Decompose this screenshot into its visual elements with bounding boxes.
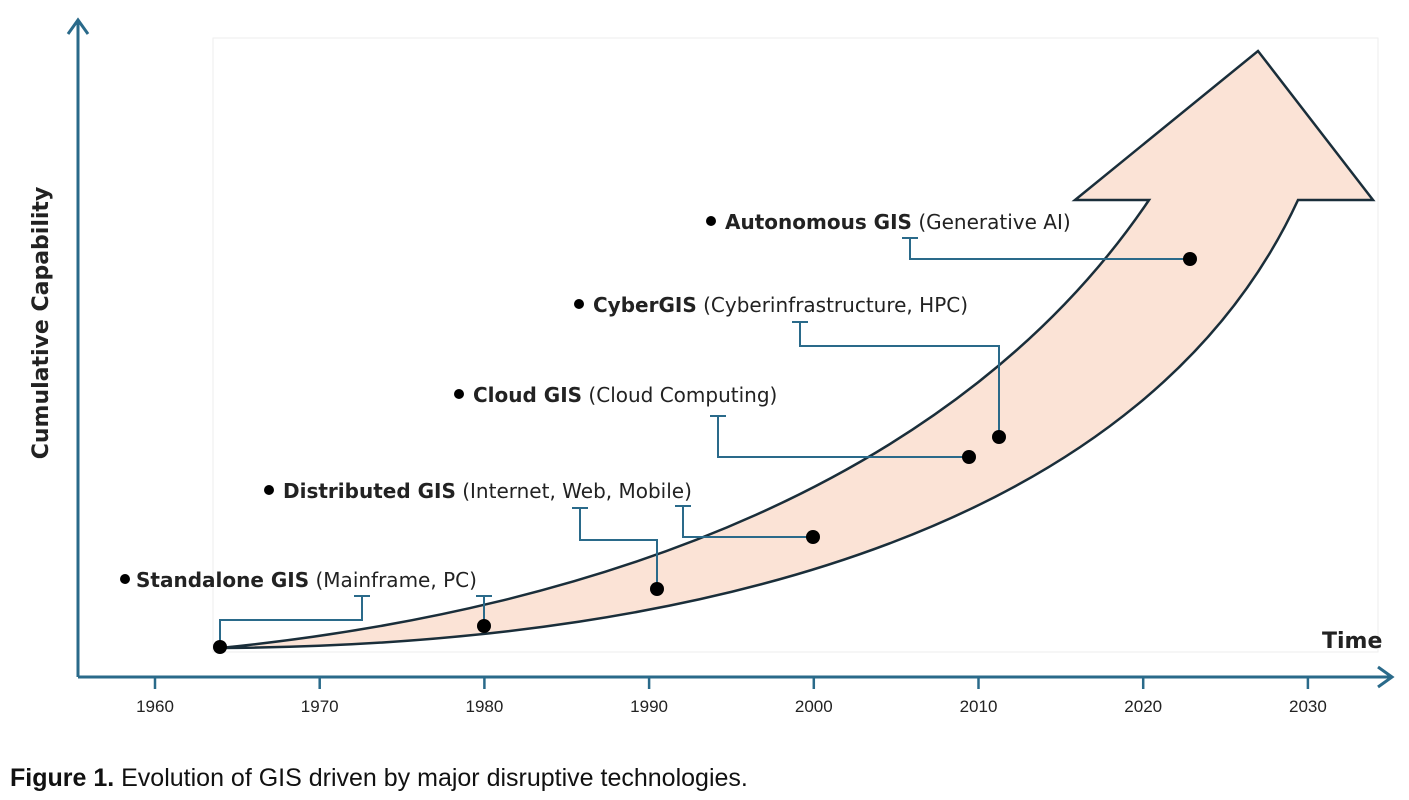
milestone-detail: (Internet, Web, Mobile) <box>462 479 692 503</box>
growth-arrow <box>219 49 1376 650</box>
plot-area <box>212 37 1379 653</box>
caption-text: Evolution of GIS driven by major disrupt… <box>114 764 748 792</box>
milestone-name: CyberGIS <box>593 293 697 317</box>
y-axis-label: Cumulative Capability <box>29 187 54 460</box>
milestone-name: Distributed GIS <box>283 479 456 503</box>
milestone-point <box>213 640 227 654</box>
svg-text:Distributed GIS (Internet, Web: Distributed GIS (Internet, Web, Mobile) <box>283 479 692 503</box>
svg-text:Autonomous GIS (Generative AI): Autonomous GIS (Generative AI) <box>725 210 1071 234</box>
bullet-icon <box>454 389 464 399</box>
milestone-point <box>806 530 820 544</box>
x-tick-label: 2010 <box>960 697 998 716</box>
x-axis-arrowhead-icon <box>1377 665 1395 689</box>
x-axis-label: Time <box>1322 629 1382 654</box>
milestone-detail: (Generative AI) <box>918 210 1070 234</box>
milestone-point <box>962 450 976 464</box>
milestone-detail: (Cyberinfrastructure, HPC) <box>703 293 968 317</box>
milestone-detail: (Mainframe, PC) <box>316 568 477 592</box>
milestone-label-distributed: Distributed GIS (Internet, Web, Mobile) <box>264 479 692 503</box>
x-tick-label: 1960 <box>136 697 174 716</box>
milestone-label-standalone: Standalone GIS (Mainframe, PC) <box>120 568 477 592</box>
milestone-detail: (Cloud Computing) <box>588 383 777 407</box>
bullet-icon <box>706 216 716 226</box>
axes <box>66 17 1395 689</box>
x-ticks <box>153 677 1310 689</box>
x-tick-label: 1970 <box>301 697 339 716</box>
svg-text:CyberGIS (Cyberinfrastructure,: CyberGIS (Cyberinfrastructure, HPC) <box>593 293 968 317</box>
caption-label: Figure 1. <box>10 764 114 792</box>
x-tick-label: 1990 <box>630 697 668 716</box>
x-tick-label: 2020 <box>1124 697 1162 716</box>
milestone-label-cybergis: CyberGIS (Cyberinfrastructure, HPC) <box>574 293 968 317</box>
connectors <box>219 237 1190 647</box>
x-tick-label: 2030 <box>1289 697 1327 716</box>
milestone-point <box>992 430 1006 444</box>
svg-text:Cloud GIS (Cloud Computing): Cloud GIS (Cloud Computing) <box>473 383 777 407</box>
milestone-name: Standalone GIS <box>136 568 309 592</box>
y-axis-arrowhead-icon <box>66 17 90 35</box>
milestone-name: Autonomous GIS <box>725 210 912 234</box>
milestone-point <box>1183 252 1197 266</box>
milestone-points <box>213 252 1197 654</box>
milestone-label-autonomous: Autonomous GIS (Generative AI) <box>706 210 1071 234</box>
figure-caption: Figure 1. Evolution of GIS driven by maj… <box>10 764 748 792</box>
x-tick-label: 1980 <box>465 697 503 716</box>
svg-text:Standalone GIS (Mainframe, PC): Standalone GIS (Mainframe, PC) <box>136 568 477 592</box>
bullet-icon <box>120 574 130 584</box>
bullet-icon <box>574 299 584 309</box>
milestone-point <box>650 582 664 596</box>
milestone-point <box>477 619 491 633</box>
bullet-icon <box>264 485 274 495</box>
milestone-name: Cloud GIS <box>473 383 582 407</box>
milestone-label-cloud: Cloud GIS (Cloud Computing) <box>454 383 777 407</box>
x-tick-label: 2000 <box>795 697 833 716</box>
